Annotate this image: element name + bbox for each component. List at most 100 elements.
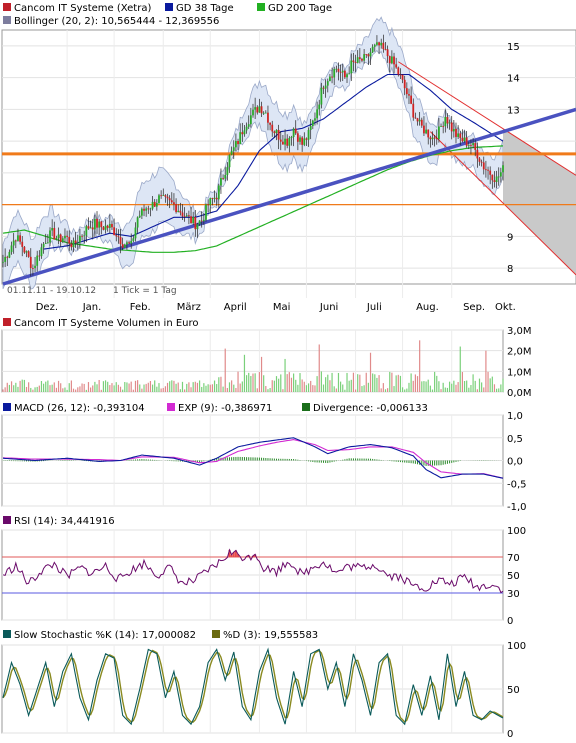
candle-body [232,147,235,151]
candle-body [211,198,214,199]
candle-body [397,67,400,75]
candle-body [179,210,182,213]
candle-body [36,255,39,266]
candle-body [173,202,175,205]
candle-body [472,143,474,146]
candle-body [470,144,472,146]
legend-swatch-d [212,630,220,638]
candle-body [301,137,304,145]
candle-body [207,204,210,206]
candle-body [224,174,227,179]
candle-body [418,119,421,122]
candle-body [452,128,455,132]
candle-body [235,140,237,148]
candle-body [121,244,124,248]
rsi-tick-label: 100 [507,526,526,537]
candle-body [76,242,79,244]
candle-body [440,126,442,127]
candle-body [38,255,41,257]
candle-body [108,223,111,228]
candle-body [275,129,278,134]
candle-body [42,243,45,248]
candle-body [461,137,464,142]
candle-body [329,76,331,82]
candle-body [25,251,28,253]
candle-body [83,235,86,237]
candle-body [243,130,246,135]
x-tick-label: Mai [273,302,291,313]
candle-body [316,109,319,119]
candle-body [260,106,263,114]
candle-body [365,54,368,55]
candle-body [241,132,244,135]
candle-body [23,246,26,253]
candle-body [72,240,75,248]
price-tick-label: 13 [507,105,520,116]
x-tick-label: Sep. [463,302,485,313]
candle-body [2,261,4,263]
candle-body [34,265,36,269]
candle-body [437,126,440,140]
candle-body [89,227,92,229]
candle-body [17,235,19,242]
candle-body [70,243,73,248]
candle-body [350,60,353,74]
candle-body [247,124,250,127]
legend-swatch-volume [3,318,11,326]
candle-body [348,73,351,75]
legend-divergence: Divergence: -0,006133 [313,403,428,414]
candle-body [117,236,120,238]
macd-tick-label: 1,0 [507,411,523,422]
x-tick-label: Okt. [495,302,516,313]
candle-body [478,158,481,162]
candle-body [194,217,197,230]
candle-body [245,126,248,131]
candle-body [132,238,135,241]
legend-swatch-price [3,3,11,11]
volume-tick-label: 3,0M [507,326,532,337]
candle-body [198,220,201,225]
legend-swatch-gd200 [257,3,265,11]
candle-body [296,133,299,142]
candle-body [40,247,43,257]
candle-body [177,210,180,213]
legend-bollinger: Bollinger (20, 2): 10,565444 - 12,369556 [14,16,219,27]
candle-body [335,68,338,70]
candle-body [343,70,346,78]
candle-body [279,139,282,142]
candle-body [106,225,109,228]
candle-body [382,42,385,50]
candle-body [200,220,203,222]
candle-body [431,137,434,140]
candle-body [502,165,504,173]
candle-body [414,117,417,119]
candle-body [320,87,323,105]
candle-body [324,85,327,89]
candle-body [314,118,316,121]
price-tick-label: 8 [507,264,513,275]
candle-body [480,161,483,163]
candle-body [59,234,62,242]
candle-body [388,56,391,64]
candle-body [367,54,370,57]
volume-tick-label: 1,0M [507,367,532,378]
candle-body [433,137,436,139]
projection-channel [503,128,576,275]
x-tick-label: Dez. [36,302,58,313]
candle-body [427,129,430,138]
candle-body [185,215,188,217]
candle-body [376,42,378,45]
legend-stoch-k: Slow Stochastic %K (14): 17,000082 [14,630,196,641]
candle-body [444,116,447,127]
candle-body [64,235,66,239]
macd-tick-label: 0,5 [507,434,523,445]
legend-swatch-macd [3,403,11,411]
trend-line [2,107,576,286]
candle-body [66,235,69,237]
candle-body [408,94,410,96]
legend-gd38: GD 38 Tage [176,3,234,14]
candle-body [85,226,88,236]
legend-exp: EXP (9): -0,386971 [178,403,272,414]
candle-body [87,226,90,229]
candle-body [130,240,133,244]
